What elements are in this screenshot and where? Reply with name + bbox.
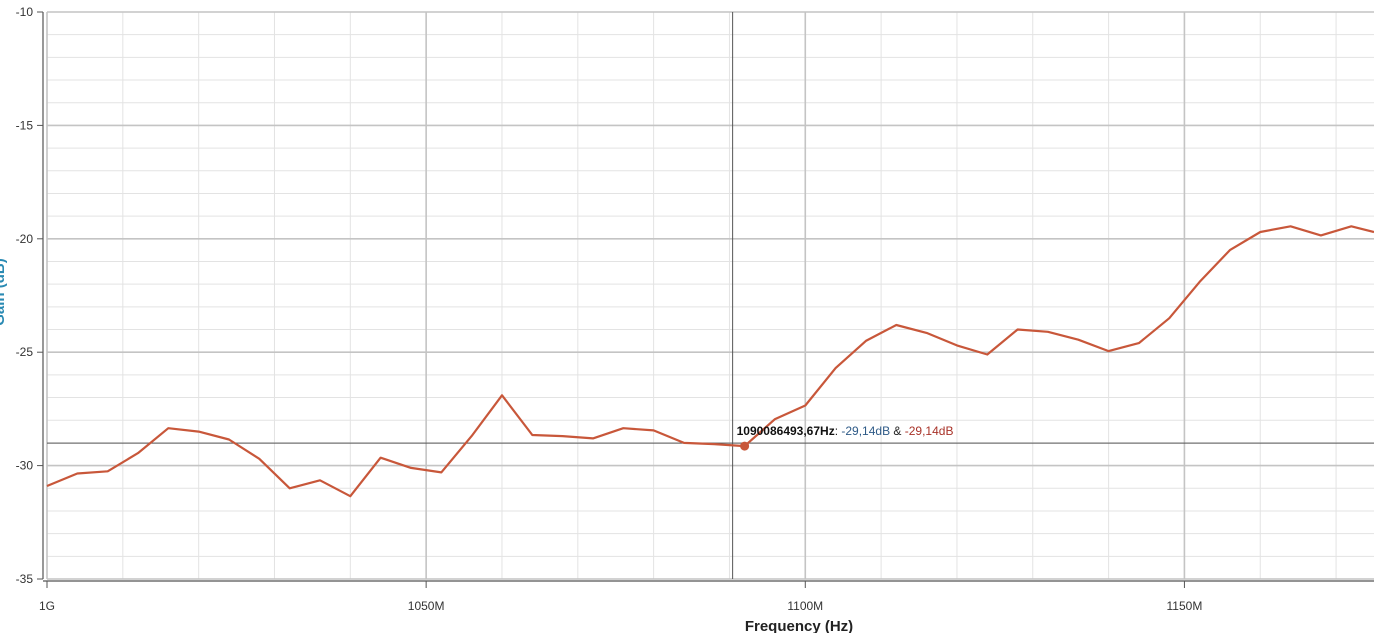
- y-tick-label: -20: [16, 232, 34, 246]
- marker-frequency: 1090086493,67Hz: [737, 424, 835, 438]
- y-tick-label: -10: [16, 5, 34, 19]
- x-tick-label: 1150M: [1167, 599, 1203, 613]
- axes: [42, 12, 1374, 582]
- marker-value-2: -29,14dB: [905, 424, 954, 438]
- y-tick-label: -15: [16, 118, 34, 132]
- x-tick-label: 1G: [39, 599, 55, 613]
- series-layer: [46, 225, 1374, 498]
- crosshair: [47, 12, 1374, 579]
- y-tick-label: -25: [16, 345, 34, 359]
- y-tick-label: -35: [16, 572, 34, 586]
- marker-separator: :: [835, 424, 842, 438]
- x-tick-label: 1050M: [408, 599, 445, 613]
- hover-marker: 1090086493,67Hz: -29,14dB & -29,14dB: [737, 424, 954, 451]
- x-axis-title: Frequency (Hz): [745, 618, 853, 633]
- series-line-0: [46, 225, 1374, 498]
- major-grid: [46, 11, 1374, 580]
- tick-labels: -10 -15 -20 -25 -30 -35 1G 1050M 1100M 1150M: [16, 5, 1203, 613]
- x-tick-label: 1100M: [787, 599, 823, 613]
- marker-tooltip: 1090086493,67Hz: -29,14dB & -29,14dB: [737, 424, 954, 438]
- minor-grid: [46, 11, 1374, 580]
- y-tick-label: -30: [16, 459, 34, 473]
- marker-ampersand: &: [890, 424, 905, 438]
- marker-value-1: -29,14dB: [841, 424, 890, 438]
- y-axis-title: Gain (dB): [0, 258, 8, 326]
- marker-dot: [740, 441, 750, 451]
